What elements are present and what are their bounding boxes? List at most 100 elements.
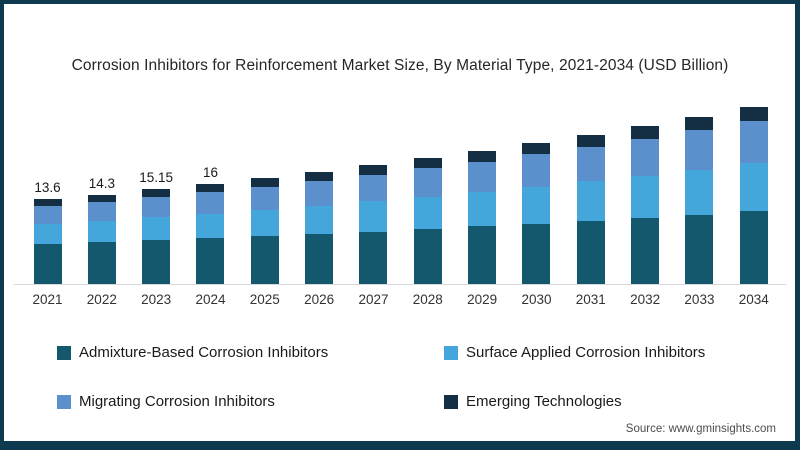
legend-label: Migrating Corrosion Inhibitors	[79, 393, 275, 410]
bar-segment-surface-2025	[250, 209, 279, 237]
x-axis-label-2034: 2034	[738, 292, 769, 307]
bar-segment-emerging-2027	[359, 165, 388, 175]
bar-segment-migrating-2022	[87, 201, 116, 221]
bar-segment-emerging-2023	[142, 189, 171, 197]
bar-segment-migrating-2028	[413, 168, 442, 197]
bar-segment-admixture-2028	[413, 229, 442, 284]
bar-segment-admixture-2029	[468, 226, 497, 284]
bar-segment-emerging-2031	[576, 134, 605, 147]
bar-value-label-2021: 13.6	[34, 180, 61, 195]
legend-item-emerging: Emerging Technologies	[444, 393, 622, 410]
bar-segment-emerging-2032	[631, 125, 660, 139]
legend-swatch-emerging-icon	[444, 394, 458, 409]
x-axis-label-2030: 2030	[521, 292, 552, 307]
legend-item-migrating: Migrating Corrosion Inhibitors	[57, 393, 275, 410]
bar-2022	[87, 194, 116, 284]
bar-segment-emerging-2026	[305, 171, 334, 181]
bar-segment-surface-2027	[359, 201, 388, 232]
x-axis-label-2026: 2026	[304, 292, 335, 307]
x-axis-label-2024: 2024	[195, 292, 226, 307]
bar-segment-emerging-2034	[739, 106, 768, 121]
x-axis-label-2025: 2025	[249, 292, 280, 307]
x-axis-label-2021: 2021	[32, 292, 63, 307]
bar-segment-emerging-2033	[685, 116, 714, 130]
bar-segment-admixture-2034	[739, 211, 768, 284]
bar-2023	[142, 189, 171, 284]
legend-swatch-migrating-icon	[57, 394, 71, 409]
bar-segment-migrating-2032	[631, 138, 660, 176]
bar-segment-emerging-2025	[250, 178, 279, 187]
bar-segment-surface-2033	[685, 169, 714, 215]
x-axis-label-2023: 2023	[141, 292, 172, 307]
bar-segment-migrating-2027	[359, 174, 388, 202]
bar-segment-surface-2034	[739, 163, 768, 212]
x-axis-label-2031: 2031	[575, 292, 606, 307]
bar-segment-emerging-2029	[468, 150, 497, 162]
legend-swatch-admixture-icon	[57, 345, 71, 360]
bar-segment-admixture-2027	[359, 231, 388, 284]
bar-segment-surface-2031	[576, 181, 605, 221]
bar-segment-emerging-2024	[196, 184, 225, 192]
bar-segment-admixture-2025	[250, 236, 279, 284]
bar-segment-emerging-2030	[522, 142, 551, 155]
x-axis-line	[14, 284, 786, 285]
bar-2034	[739, 106, 768, 284]
legend-label: Admixture-Based Corrosion Inhibitors	[79, 344, 329, 361]
bar-segment-migrating-2025	[250, 186, 279, 210]
legend-swatch-surface-icon	[444, 345, 458, 360]
bar-segment-surface-2032	[631, 175, 660, 218]
bar-segment-surface-2021	[33, 223, 62, 245]
source-text: Source: www.gminsights.com	[625, 423, 776, 435]
bar-segment-surface-2030	[522, 186, 551, 224]
x-axis-label-2029: 2029	[467, 292, 498, 307]
chart-title: Corrosion Inhibitors for Reinforcement M…	[71, 57, 729, 74]
legend-label: Emerging Technologies	[466, 393, 622, 410]
bar-2025	[250, 178, 279, 284]
bar-segment-migrating-2021	[33, 205, 62, 224]
bar-segment-migrating-2029	[468, 161, 497, 192]
bar-segment-surface-2022	[87, 220, 116, 243]
bar-segment-surface-2029	[468, 191, 497, 227]
bar-2029	[468, 150, 497, 284]
bar-2028	[413, 158, 442, 284]
bar-2021	[33, 199, 62, 284]
bar-2033	[685, 116, 714, 284]
bar-segment-admixture-2030	[522, 223, 551, 284]
bar-segment-migrating-2030	[522, 154, 551, 187]
bar-segment-surface-2023	[142, 217, 171, 241]
x-axis-label-2027: 2027	[358, 292, 389, 307]
bar-value-label-2024: 16	[202, 165, 218, 180]
bar-segment-migrating-2031	[576, 146, 605, 182]
bar-segment-migrating-2034	[739, 120, 768, 164]
bar-segment-admixture-2031	[576, 220, 605, 284]
bar-segment-emerging-2028	[413, 158, 442, 169]
bar-2032	[631, 125, 660, 284]
bar-segment-admixture-2033	[685, 214, 714, 284]
bar-2030	[522, 142, 551, 284]
bar-segment-admixture-2032	[631, 217, 660, 284]
bar-segment-migrating-2024	[196, 192, 225, 214]
bar-2024	[196, 184, 225, 284]
bar-segment-surface-2024	[196, 213, 225, 239]
bar-segment-admixture-2024	[196, 238, 225, 284]
bar-2027	[359, 165, 388, 284]
bar-value-label-2023: 15.15	[139, 170, 174, 186]
bar-segment-admixture-2021	[33, 244, 62, 284]
legend-item-surface: Surface Applied Corrosion Inhibitors	[444, 344, 705, 361]
bar-segment-migrating-2033	[685, 129, 714, 170]
x-axis-label-2028: 2028	[412, 292, 443, 307]
bar-segment-surface-2026	[305, 205, 334, 234]
bar-segment-migrating-2023	[142, 196, 171, 218]
bar-segment-admixture-2023	[142, 240, 171, 284]
bar-segment-migrating-2026	[305, 180, 334, 206]
bar-segment-emerging-2022	[87, 194, 116, 202]
bar-2026	[305, 171, 334, 284]
bar-2031	[576, 134, 605, 284]
x-axis-label-2022: 2022	[86, 292, 117, 307]
bar-segment-admixture-2022	[87, 242, 116, 284]
legend-item-admixture: Admixture-Based Corrosion Inhibitors	[57, 344, 328, 361]
legend-label: Surface Applied Corrosion Inhibitors	[466, 344, 706, 361]
bar-segment-surface-2028	[413, 196, 442, 229]
bar-value-label-2022: 14.3	[88, 175, 115, 191]
